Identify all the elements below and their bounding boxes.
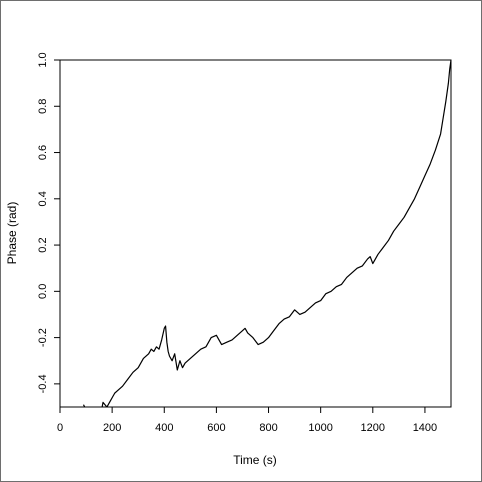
x-tick-label: 1400 <box>413 422 437 434</box>
y-tick-label: -0.4 <box>37 374 49 393</box>
y-axis: -0.4 -0.2 0.0 0.2 0.4 0.6 0.8 1.0 <box>37 52 60 393</box>
x-tick-label: 1200 <box>361 422 385 434</box>
plot-frame <box>59 59 452 408</box>
y-tick-label: 1.0 <box>37 52 49 67</box>
x-axis-title: Time (s) <box>233 453 277 467</box>
y-tick-label: -0.2 <box>37 328 49 347</box>
series-line <box>82 60 451 407</box>
series-layer <box>82 60 451 407</box>
x-tick-label: 1000 <box>308 422 332 434</box>
x-tick-label: 0 <box>57 422 63 434</box>
y-tick-label: 0.0 <box>37 284 49 299</box>
y-tick-label: 0.6 <box>37 145 49 160</box>
x-axis: 0 200 400 600 800 1000 1200 1400 <box>57 407 437 434</box>
x-tick-label: 800 <box>259 422 277 434</box>
x-tick-label: 200 <box>103 422 121 434</box>
x-tick-label: 600 <box>207 422 225 434</box>
y-tick-label: 0.8 <box>37 99 49 114</box>
x-tick-label: 400 <box>155 422 173 434</box>
y-tick-label: 0.4 <box>37 191 49 206</box>
y-tick-label: 0.2 <box>37 237 49 252</box>
y-axis-title: Phase (rad) <box>5 202 19 265</box>
